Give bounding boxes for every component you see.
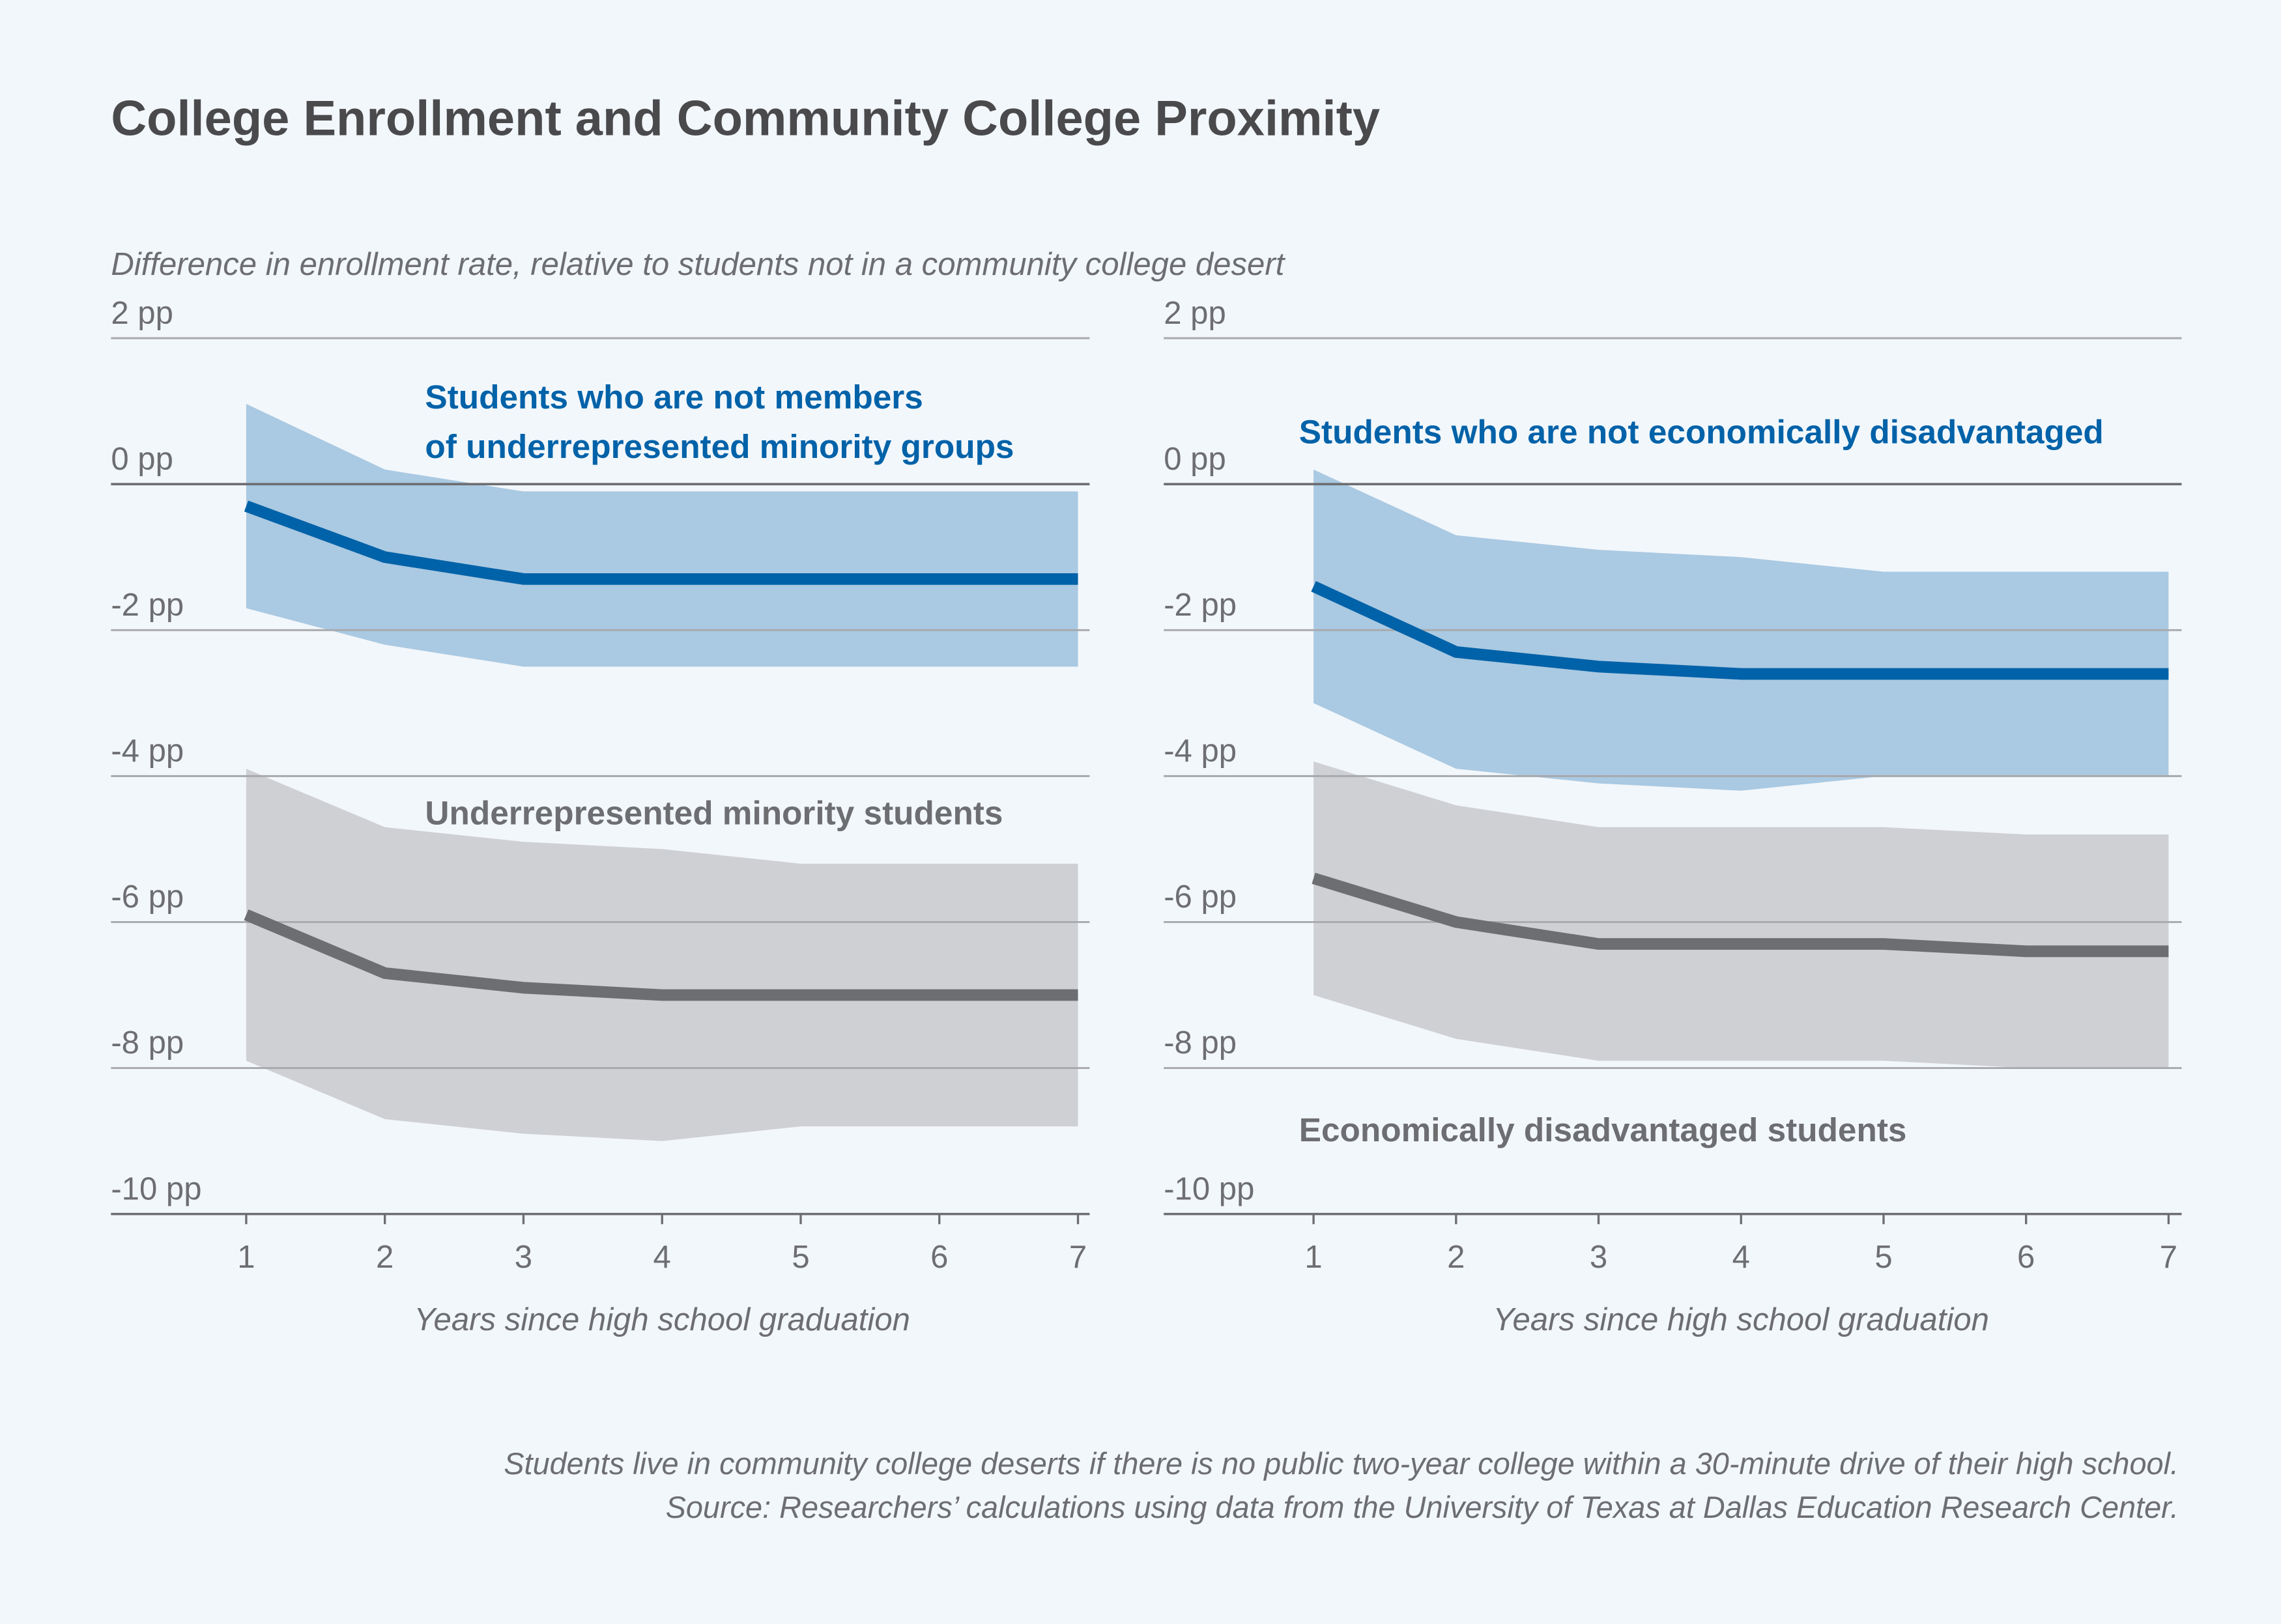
chart-subtitle: Difference in enrollment rate, relative … — [111, 247, 1285, 282]
y-tick-label: -2 pp — [111, 588, 184, 623]
y-tick-label: -4 pp — [1164, 734, 1237, 769]
footnote: Students live in community college deser… — [504, 1447, 2179, 1481]
y-tick-label: 0 pp — [1164, 442, 1226, 477]
x-tick-label: 1 — [237, 1240, 255, 1275]
y-tick-label: -8 pp — [111, 1025, 184, 1061]
x-tick-label: 1 — [1304, 1240, 1322, 1275]
y-tick-label: -6 pp — [1164, 879, 1237, 915]
y-tick-label: -10 pp — [111, 1171, 201, 1206]
x-tick-label: 7 — [2160, 1240, 2177, 1275]
y-tick-label: -4 pp — [111, 734, 184, 769]
y-tick-label: 2 pp — [111, 296, 173, 331]
y-tick-label: -2 pp — [1164, 588, 1237, 623]
y-tick-label: -8 pp — [1164, 1025, 1237, 1061]
panel-1: 2 pp 0 pp -2 pp -4 pp -6 pp -8 pp -10 pp 1 2 3 4 5 6… — [111, 296, 1090, 1337]
series-label: Economically disadvantaged students — [1299, 1111, 1907, 1148]
y-tick-label: -10 pp — [1164, 1171, 1254, 1206]
y-tick-label: -6 pp — [111, 879, 184, 915]
chart-title: College Enrollment and Community College… — [111, 91, 1380, 147]
confidence-band-2 — [246, 769, 1078, 1141]
x-tick-label: 5 — [1874, 1240, 1892, 1275]
x-tick-label: 5 — [792, 1240, 809, 1275]
confidence-band-1 — [246, 403, 1078, 667]
confidence-band-2 — [1313, 761, 2169, 1068]
x-axis-label: Years since high school graduation — [414, 1302, 910, 1337]
series-label: Underrepresented minority students — [425, 794, 1003, 831]
x-tick-label: 6 — [2017, 1240, 2035, 1275]
x-tick-label: 6 — [930, 1240, 948, 1275]
y-tick-label: 0 pp — [111, 442, 173, 477]
x-tick-label: 3 — [515, 1240, 532, 1275]
x-tick-label: 3 — [1590, 1240, 1607, 1275]
panel-2: 2 pp 0 pp -2 pp -4 pp -6 pp -8 pp -10 pp 1 2 3 4 5 6… — [1164, 296, 2182, 1337]
x-axis-label: Years since high school graduation — [1493, 1302, 1989, 1337]
x-tick-label: 4 — [653, 1240, 671, 1275]
x-tick-label: 2 — [1447, 1240, 1465, 1275]
x-tick-label: 4 — [1732, 1240, 1750, 1275]
series-label: Students who are not economically disadv… — [1299, 414, 2104, 451]
y-tick-label: 2 pp — [1164, 296, 1226, 331]
x-tick-label: 2 — [376, 1240, 394, 1275]
series-label: Students who are not members — [425, 378, 923, 416]
series-label: of underrepresented minority groups — [425, 428, 1014, 465]
source-note: Source: Researchers’ calculations using … — [666, 1490, 2179, 1524]
x-tick-label: 7 — [1069, 1240, 1087, 1275]
